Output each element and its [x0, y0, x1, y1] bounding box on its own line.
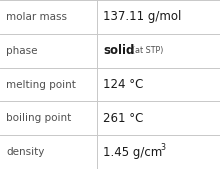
Text: density: density — [6, 147, 44, 157]
Text: (at STP): (at STP) — [132, 46, 163, 55]
Text: melting point: melting point — [6, 79, 76, 90]
Text: phase: phase — [6, 46, 37, 56]
Text: 137.11 g/mol: 137.11 g/mol — [103, 10, 181, 23]
Text: 3: 3 — [160, 143, 165, 152]
Text: 261 °C: 261 °C — [103, 112, 143, 125]
Text: solid: solid — [103, 44, 134, 57]
Text: molar mass: molar mass — [6, 12, 67, 22]
Text: boiling point: boiling point — [6, 113, 71, 123]
Text: 1.45 g/cm: 1.45 g/cm — [103, 146, 162, 159]
Text: 124 °C: 124 °C — [103, 78, 143, 91]
